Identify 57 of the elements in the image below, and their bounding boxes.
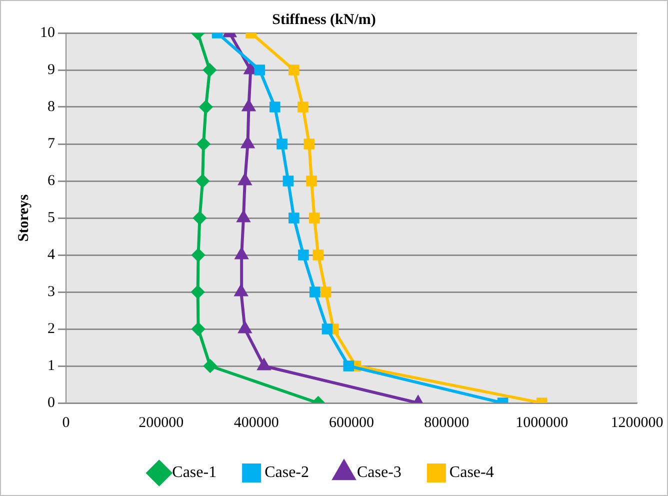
- point: [304, 138, 315, 150]
- point: [242, 137, 254, 148]
- y-tick-label: 9: [48, 62, 55, 78]
- y-tick-label: 8: [48, 98, 55, 115]
- x-tick-label: 600000: [329, 414, 374, 431]
- point: [238, 174, 252, 186]
- point: [193, 212, 206, 224]
- point: [203, 64, 216, 76]
- x-tick-label: 0: [62, 414, 70, 431]
- y-tick-label: 6: [48, 172, 56, 189]
- point: [197, 138, 210, 150]
- point: [322, 324, 333, 334]
- point: [235, 248, 248, 260]
- legend-label: Case-4: [449, 464, 494, 482]
- y-tick-label: 7: [48, 136, 56, 152]
- x-tick-label: 400000: [234, 414, 279, 431]
- y-tick-label: 3: [48, 284, 55, 300]
- point: [238, 322, 252, 334]
- y-tick-label: 1: [48, 358, 55, 374]
- point: [270, 102, 280, 112]
- legend-label: Case-3: [357, 464, 402, 482]
- point: [234, 285, 248, 296]
- x-tick-label: 1200000: [610, 414, 664, 431]
- point: [196, 174, 210, 188]
- y-tick-label: 5: [48, 210, 55, 226]
- point: [308, 212, 320, 224]
- y-tick-label: 10: [40, 24, 55, 41]
- point: [288, 212, 300, 224]
- point: [282, 176, 294, 186]
- point: [237, 211, 250, 222]
- point: [276, 138, 288, 150]
- legend-label: Case-2: [264, 464, 310, 482]
- point: [192, 248, 205, 262]
- point: [288, 64, 300, 76]
- point: [320, 286, 332, 298]
- point: [258, 359, 270, 370]
- point: [298, 102, 308, 112]
- y-tick-label: 2: [48, 320, 55, 337]
- point: [192, 322, 205, 336]
- point: [312, 250, 324, 260]
- legend-label: Case-1: [172, 464, 217, 482]
- point: [298, 250, 309, 260]
- point: [343, 360, 354, 372]
- point: [254, 64, 266, 76]
- point: [309, 286, 320, 298]
- y-tick-label: 4: [48, 246, 56, 263]
- y-axis-title: Storeys: [16, 194, 32, 242]
- point: [306, 176, 317, 186]
- point: [242, 100, 255, 112]
- point: [204, 360, 217, 372]
- x-tick-label: 800000: [424, 414, 470, 431]
- point: [199, 100, 212, 114]
- y-tick-label: 0: [48, 394, 55, 411]
- point: [191, 286, 204, 298]
- x-tick-label: 1000000: [516, 414, 568, 431]
- x-tick-label: 200000: [138, 414, 184, 431]
- chart-title: Stiffness (kN/m): [272, 12, 376, 28]
